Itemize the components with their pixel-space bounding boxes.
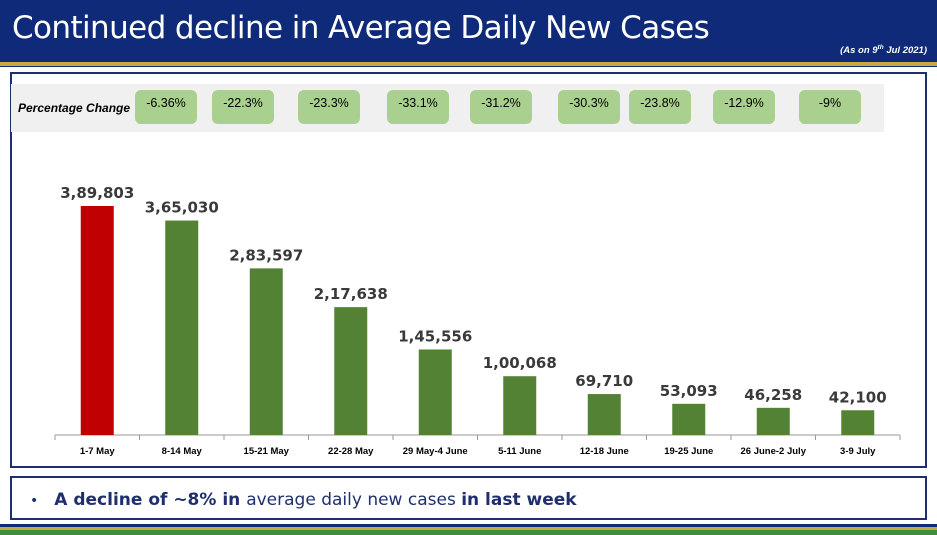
- pct-change-box: -12.9%: [713, 90, 775, 124]
- pct-change-box: -9%: [799, 90, 861, 124]
- value-label: 3,89,803: [60, 184, 134, 202]
- pct-change-box: -23.8%: [629, 90, 691, 124]
- summary-part-3: in last week: [461, 490, 577, 510]
- pct-change-box: -33.1%: [387, 90, 449, 124]
- category-label: 3-9 July: [840, 446, 876, 457]
- header-gold-divider: [0, 62, 937, 66]
- pct-change-box: -22.3%: [212, 90, 274, 124]
- bar-1-7-may: [80, 205, 114, 435]
- category-label: 15-21 May: [244, 446, 290, 457]
- category-label: 29 May-4 June: [403, 446, 468, 457]
- bar-5-11-june: [503, 376, 537, 435]
- summary-bullet: • A decline of ~8% in average daily new c…: [30, 490, 577, 510]
- header-navy-divider: [0, 66, 937, 67]
- summary-frame: [10, 476, 927, 520]
- percentage-change-label: Percentage Change: [18, 101, 131, 115]
- category-label: 26 June-2 July: [741, 446, 807, 457]
- pct-change-box: -23.3%: [298, 90, 360, 124]
- category-label: 12-18 June: [580, 446, 629, 457]
- pct-change-box: -6.36%: [135, 90, 197, 124]
- value-label: 69,710: [575, 372, 633, 390]
- bar-29-may-4-june: [418, 349, 452, 435]
- pct-change-box: -31.2%: [470, 90, 532, 124]
- bar-3-9-july: [841, 410, 875, 435]
- bar-8-14-may: [165, 220, 199, 435]
- date-suffix: Jul 2021): [883, 45, 927, 57]
- value-label: 1,45,556: [398, 327, 472, 345]
- bar-12-18-june: [587, 394, 621, 435]
- summary-part-1: A decline of ~8% in: [54, 490, 247, 510]
- bar-22-28-may: [334, 307, 368, 435]
- value-label: 3,65,030: [145, 199, 219, 217]
- bar-15-21-may: [249, 268, 283, 435]
- chart-frame: [10, 72, 927, 468]
- bar-26-june-2-july: [756, 407, 790, 435]
- value-label: 1,00,068: [483, 354, 557, 372]
- category-label: 19-25 June: [664, 446, 713, 457]
- value-label: 42,100: [829, 388, 887, 406]
- category-label: 8-14 May: [162, 446, 203, 457]
- value-label: 46,258: [744, 386, 802, 404]
- bar-19-25-june: [672, 403, 706, 435]
- date-prefix: (As on 9: [840, 45, 878, 57]
- value-label: 2,17,638: [314, 285, 388, 303]
- footer-green-stripe: [0, 530, 937, 535]
- summary-part-2: average daily new cases: [246, 490, 462, 510]
- footer-navy-stripe: [0, 524, 937, 527]
- as-on-date: (As on 9th Jul 2021): [840, 44, 927, 56]
- header-banner: Continued decline in Average Daily New C…: [0, 0, 937, 62]
- date-sup: th: [877, 44, 884, 51]
- value-label: 53,093: [660, 382, 718, 400]
- pct-change-box: -30.3%: [558, 90, 620, 124]
- category-label: 22-28 May: [328, 446, 374, 457]
- page-title: Continued decline in Average Daily New C…: [12, 10, 710, 46]
- category-label: 1-7 May: [80, 446, 116, 457]
- value-label: 2,83,597: [229, 246, 303, 264]
- bullet-dot: •: [30, 493, 39, 509]
- category-label: 5-11 June: [498, 446, 541, 457]
- footer-gold-stripe: [0, 527, 937, 530]
